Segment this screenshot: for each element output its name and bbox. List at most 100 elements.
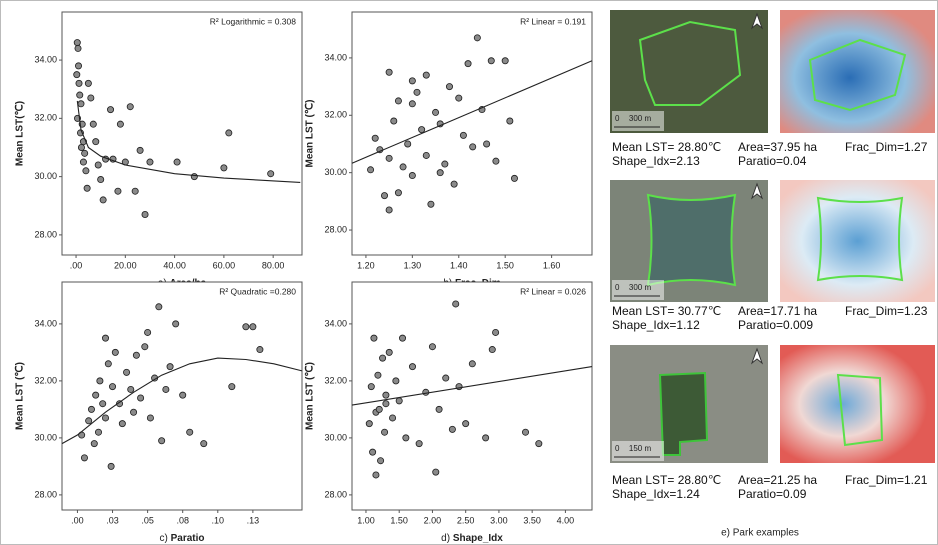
- point: [127, 385, 135, 393]
- point: [225, 129, 233, 137]
- point: [399, 163, 407, 171]
- mean-lst: Mean LST= 30.77℃: [612, 304, 721, 318]
- point: [77, 143, 85, 151]
- annotation: R² Linear = 0.191: [520, 16, 586, 26]
- point: [83, 184, 91, 192]
- y-tick-label: 30.00: [324, 167, 347, 177]
- plot-area: [351, 281, 593, 511]
- point: [141, 210, 149, 218]
- point: [422, 151, 430, 159]
- point: [136, 146, 144, 154]
- point: [96, 377, 104, 385]
- y-tick-label: 32.00: [324, 110, 347, 120]
- x-tick-label: 20.00: [114, 260, 137, 270]
- north-arrow: [750, 182, 764, 200]
- y-tick-label: 34.00: [324, 52, 347, 62]
- y-axis-label: Mean LST (℃): [305, 362, 316, 430]
- point: [385, 68, 393, 76]
- area: Area=37.95 ha: [738, 140, 817, 154]
- point: [436, 169, 444, 177]
- point: [380, 192, 388, 200]
- y-axis-label: Mean LST (℃): [305, 100, 316, 168]
- x-tick-label: 80.00: [262, 260, 285, 270]
- point: [77, 100, 85, 108]
- point: [85, 417, 93, 425]
- x-tick-label: .05: [141, 515, 154, 525]
- point: [155, 303, 163, 311]
- x-tick-label: 2.50: [457, 515, 475, 525]
- point: [427, 200, 435, 208]
- mean-lst: Mean LST= 28.80℃: [612, 473, 721, 487]
- point: [413, 88, 421, 96]
- point: [408, 363, 416, 371]
- point: [162, 385, 170, 393]
- point: [75, 62, 83, 70]
- point: [385, 154, 393, 162]
- point: [371, 134, 379, 142]
- point: [382, 400, 390, 408]
- point: [99, 400, 107, 408]
- point: [146, 158, 154, 166]
- point: [267, 170, 275, 178]
- point: [73, 39, 81, 47]
- point: [76, 91, 84, 99]
- fit-line: [351, 60, 593, 164]
- point: [144, 328, 152, 336]
- y-tick-label: 30.00: [34, 171, 57, 181]
- panel-letter: d): [441, 533, 450, 544]
- point: [228, 383, 236, 391]
- point: [190, 173, 198, 181]
- point: [200, 440, 208, 448]
- paratio: Paratio=0.04: [738, 154, 807, 168]
- caption: e) Park examples: [721, 528, 799, 539]
- point: [370, 334, 378, 342]
- scale-label: 300 m: [629, 283, 652, 292]
- y-tick-label: 30.00: [34, 432, 57, 442]
- paratio: Paratio=0.09: [738, 487, 807, 501]
- point: [522, 428, 530, 436]
- point: [395, 397, 403, 405]
- shape-idx: Shape_Idx=1.12: [612, 318, 700, 332]
- point: [186, 428, 194, 436]
- x-tick-label: 1.00: [357, 515, 375, 525]
- point: [367, 383, 375, 391]
- lst-image: [780, 10, 935, 133]
- point: [92, 391, 100, 399]
- point: [428, 343, 436, 351]
- point: [535, 440, 543, 448]
- point: [79, 158, 87, 166]
- point: [442, 374, 450, 382]
- point: [385, 206, 393, 214]
- x-label-text: Shape_Idx: [453, 533, 503, 544]
- point: [94, 428, 102, 436]
- point: [482, 434, 490, 442]
- point: [104, 360, 112, 368]
- x-tick-label: 1.50: [496, 260, 514, 270]
- point: [97, 176, 105, 184]
- point: [422, 71, 430, 79]
- point: [102, 334, 110, 342]
- point: [492, 328, 500, 336]
- point: [377, 457, 385, 465]
- north-arrow: [750, 12, 764, 30]
- point: [89, 120, 97, 128]
- x-axis-label: c) Paratio: [159, 533, 204, 544]
- point: [381, 428, 389, 436]
- point: [242, 323, 250, 331]
- park-outline: [638, 20, 742, 106]
- point: [126, 103, 134, 111]
- x-tick-label: .00: [70, 260, 83, 270]
- point: [372, 471, 380, 479]
- x-label-text: Paratio: [171, 533, 205, 544]
- x-tick-label: 1.20: [357, 260, 375, 270]
- point: [375, 405, 383, 413]
- x-axis-label: d) Shape_Idx: [441, 533, 503, 544]
- y-axis-label: Mean LST (℃): [15, 362, 26, 430]
- point: [374, 371, 382, 379]
- park-examples: [610, 10, 935, 463]
- point: [394, 189, 402, 197]
- shape-idx: Shape_Idx=2.13: [612, 154, 700, 168]
- point: [131, 187, 139, 195]
- park-outline: [808, 38, 907, 112]
- y-tick-label: 28.00: [34, 489, 57, 499]
